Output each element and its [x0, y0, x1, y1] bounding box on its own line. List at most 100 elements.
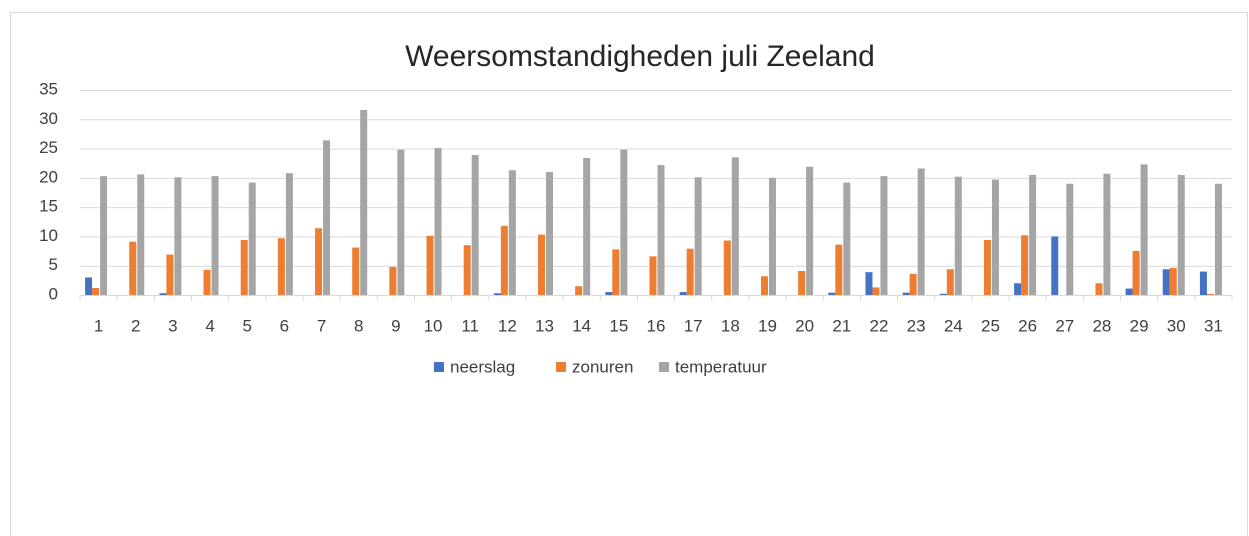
bar — [248, 182, 256, 295]
bar — [1021, 235, 1029, 295]
y-tick-label: 20 — [39, 167, 58, 186]
x-tick-label: 17 — [684, 316, 703, 335]
bar — [493, 293, 501, 295]
legend-swatch — [659, 362, 669, 372]
bar — [872, 287, 880, 295]
bar — [1140, 164, 1148, 295]
bar — [1066, 183, 1074, 295]
y-tick-label: 10 — [39, 226, 58, 245]
x-tick-label: 3 — [168, 316, 177, 335]
bar — [694, 177, 702, 295]
x-tick-label: 12 — [498, 316, 517, 335]
bar — [129, 241, 137, 295]
y-tick-label: 35 — [39, 79, 58, 98]
bar — [583, 157, 591, 295]
bar — [352, 247, 360, 295]
x-tick-label: 29 — [1130, 316, 1149, 335]
bar — [500, 225, 508, 295]
bar — [946, 269, 954, 295]
legend-label: temperatuur — [675, 357, 767, 376]
x-tick-label: 1 — [94, 316, 103, 335]
bar — [463, 245, 471, 295]
x-tick-label: 19 — [758, 316, 777, 335]
bar — [397, 149, 405, 295]
x-tick-label: 21 — [832, 316, 851, 335]
y-tick-label: 0 — [49, 284, 58, 303]
bar — [909, 273, 917, 295]
bar — [471, 155, 479, 295]
bar — [983, 239, 991, 295]
bar — [1177, 174, 1185, 295]
bar — [85, 277, 93, 295]
bar — [798, 270, 806, 295]
bar — [1014, 283, 1022, 295]
bar — [620, 149, 628, 295]
bar — [389, 266, 397, 295]
bar — [865, 272, 873, 295]
x-tick-label: 24 — [944, 316, 963, 335]
x-tick-label: 23 — [907, 316, 926, 335]
x-tick-label: 26 — [1018, 316, 1037, 335]
bar — [1095, 283, 1103, 295]
bar — [768, 177, 776, 295]
bar — [211, 176, 219, 295]
bar — [954, 176, 962, 295]
bar — [203, 269, 211, 295]
bar — [828, 292, 836, 295]
legend-label: zonuren — [572, 357, 633, 376]
legend-swatch — [556, 362, 566, 372]
bar — [92, 287, 100, 295]
legend-swatch — [434, 362, 444, 372]
bar — [285, 173, 293, 295]
bar — [1051, 236, 1059, 295]
y-tick-label: 25 — [39, 138, 58, 157]
bar — [649, 256, 657, 295]
x-tick-label: 15 — [609, 316, 628, 335]
bar — [939, 293, 947, 295]
bar — [100, 176, 108, 295]
bar — [612, 249, 620, 295]
x-tick-label: 9 — [391, 316, 400, 335]
bar — [806, 166, 814, 295]
bar — [166, 254, 174, 295]
bar — [538, 234, 546, 295]
x-tick-label: 18 — [721, 316, 740, 335]
bar — [880, 176, 888, 295]
bar — [434, 147, 442, 295]
bar — [508, 170, 516, 295]
bar — [902, 292, 910, 295]
bar — [315, 228, 323, 295]
bar — [686, 248, 694, 295]
bar — [240, 239, 248, 295]
bar — [426, 235, 434, 295]
bar — [174, 177, 182, 295]
bar — [546, 172, 554, 295]
x-tick-label: 7 — [317, 316, 326, 335]
x-tick-label: 5 — [242, 316, 251, 335]
bar — [137, 174, 145, 295]
y-tick-label: 5 — [49, 255, 58, 274]
chart-title: Weersomstandigheden juli Zeeland — [405, 40, 875, 73]
x-tick-label: 22 — [870, 316, 889, 335]
x-tick-label: 27 — [1055, 316, 1074, 335]
bar — [991, 179, 999, 295]
bar — [835, 244, 843, 295]
bar — [657, 164, 665, 295]
bar — [1169, 268, 1177, 295]
x-tick-label: 14 — [572, 316, 591, 335]
bar — [1214, 183, 1222, 295]
bar — [1103, 173, 1111, 295]
x-tick-label: 2 — [131, 316, 140, 335]
bar — [917, 168, 925, 295]
chart-border — [10, 12, 1248, 536]
x-tick-label: 28 — [1092, 316, 1111, 335]
x-tick-label: 25 — [981, 316, 1000, 335]
legend-label: neerslag — [450, 357, 515, 376]
bar — [1206, 293, 1214, 295]
bar — [760, 276, 768, 295]
bar — [843, 182, 851, 295]
bar — [1132, 251, 1140, 295]
bar — [1162, 269, 1170, 295]
bar — [575, 286, 583, 295]
